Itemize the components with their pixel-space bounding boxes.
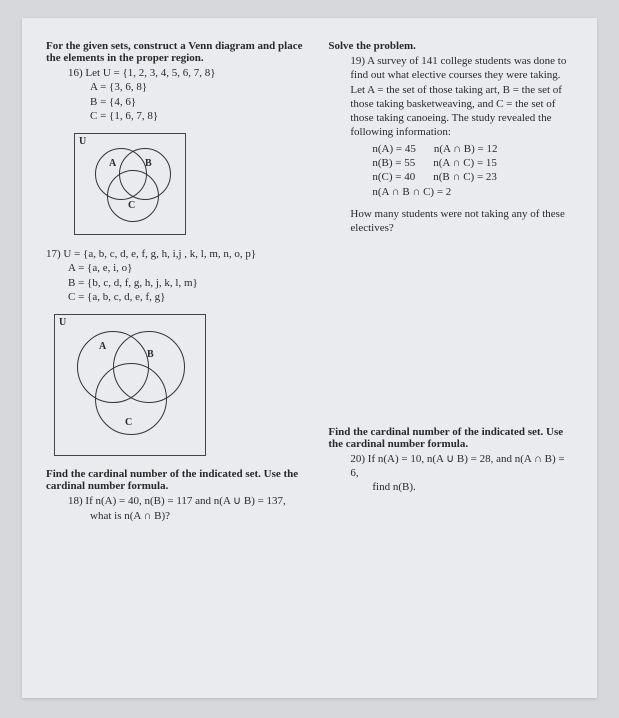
p19-nBC: n(B ∩ C) = 23: [433, 170, 497, 184]
left-column: For the given sets, construct a Venn dia…: [46, 40, 316, 680]
spacer: [328, 246, 573, 426]
venn16-circleC: [107, 170, 159, 222]
problem-18: 18) If n(A) = 40, n(B) = 117 and n(A ∪ B…: [46, 494, 316, 523]
p19-nA: n(A) = 45: [372, 142, 415, 156]
venn17-U-label: U: [59, 317, 66, 328]
p16-setB: B = {4, 6}: [90, 95, 316, 109]
problem-17: 17) U = {a, b, c, d, e, f, g, h, i,j , k…: [46, 247, 316, 304]
p19-nAB: n(A ∩ B) = 12: [434, 142, 498, 156]
problem-19: 19) A survey of 141 college students was…: [328, 54, 573, 236]
right-column: Solve the problem. 19) A survey of 141 c…: [328, 40, 573, 680]
p19-intro: 19) A survey of 141 college students was…: [350, 54, 573, 140]
problem-20: 20) If n(A) = 10, n(A ∪ B) = 28, and n(A…: [328, 452, 573, 495]
p20-line1: 20) If n(A) = 10, n(A ∪ B) = 28, and n(A…: [350, 452, 573, 481]
p20-line2: find n(B).: [372, 480, 573, 494]
p16-setC: C = {1, 6, 7, 8}: [90, 109, 316, 123]
p16-universe: 16) Let U = {1, 2, 3, 4, 5, 6, 7, 8}: [68, 66, 316, 80]
p19-nABC: n(A ∩ B ∩ C) = 2: [372, 185, 573, 199]
p19-question: How many students were not taking any of…: [350, 207, 573, 236]
worksheet-page: For the given sets, construct a Venn dia…: [22, 18, 597, 698]
venn17-A-label: A: [99, 341, 106, 352]
venn16-B-label: B: [145, 158, 152, 169]
p19-nC: n(C) = 40: [372, 170, 415, 184]
venn17-C-label: C: [125, 417, 132, 428]
p18-line2: what is n(A ∩ B)?: [90, 509, 316, 523]
left-heading: For the given sets, construct a Venn dia…: [46, 40, 316, 64]
p17-setC: C = {a, b, c, d, e, f, g}: [68, 290, 316, 304]
p18-line1: 18) If n(A) = 40, n(B) = 117 and n(A ∪ B…: [68, 494, 316, 508]
venn16-C-label: C: [128, 200, 135, 211]
venn16-A-label: A: [109, 158, 116, 169]
p17-setA: A = {a, e, i, o}: [68, 261, 316, 275]
right-heading: Solve the problem.: [328, 40, 573, 52]
p17-universe: 17) U = {a, b, c, d, e, f, g, h, i,j , k…: [46, 247, 316, 261]
problem-16: 16) Let U = {1, 2, 3, 4, 5, 6, 7, 8} A =…: [46, 66, 316, 123]
venn17-B-label: B: [147, 349, 154, 360]
p17-setB: B = {b, c, d, f, g, h, j, k, l, m}: [68, 276, 316, 290]
left-heading2: Find the cardinal number of the indicate…: [46, 468, 316, 492]
p19-data: n(A) = 45 n(A ∩ B) = 12 n(B) = 55 n(A ∩ …: [372, 142, 573, 199]
right-heading2: Find the cardinal number of the indicate…: [328, 426, 573, 450]
venn-diagram-17: U A B C: [54, 314, 206, 456]
p19-nB: n(B) = 55: [372, 156, 415, 170]
venn16-U-label: U: [79, 136, 86, 147]
venn-diagram-16: U A B C: [74, 133, 186, 235]
p19-nAC: n(A ∩ C) = 15: [433, 156, 497, 170]
p16-setA: A = {3, 6, 8}: [90, 80, 316, 94]
